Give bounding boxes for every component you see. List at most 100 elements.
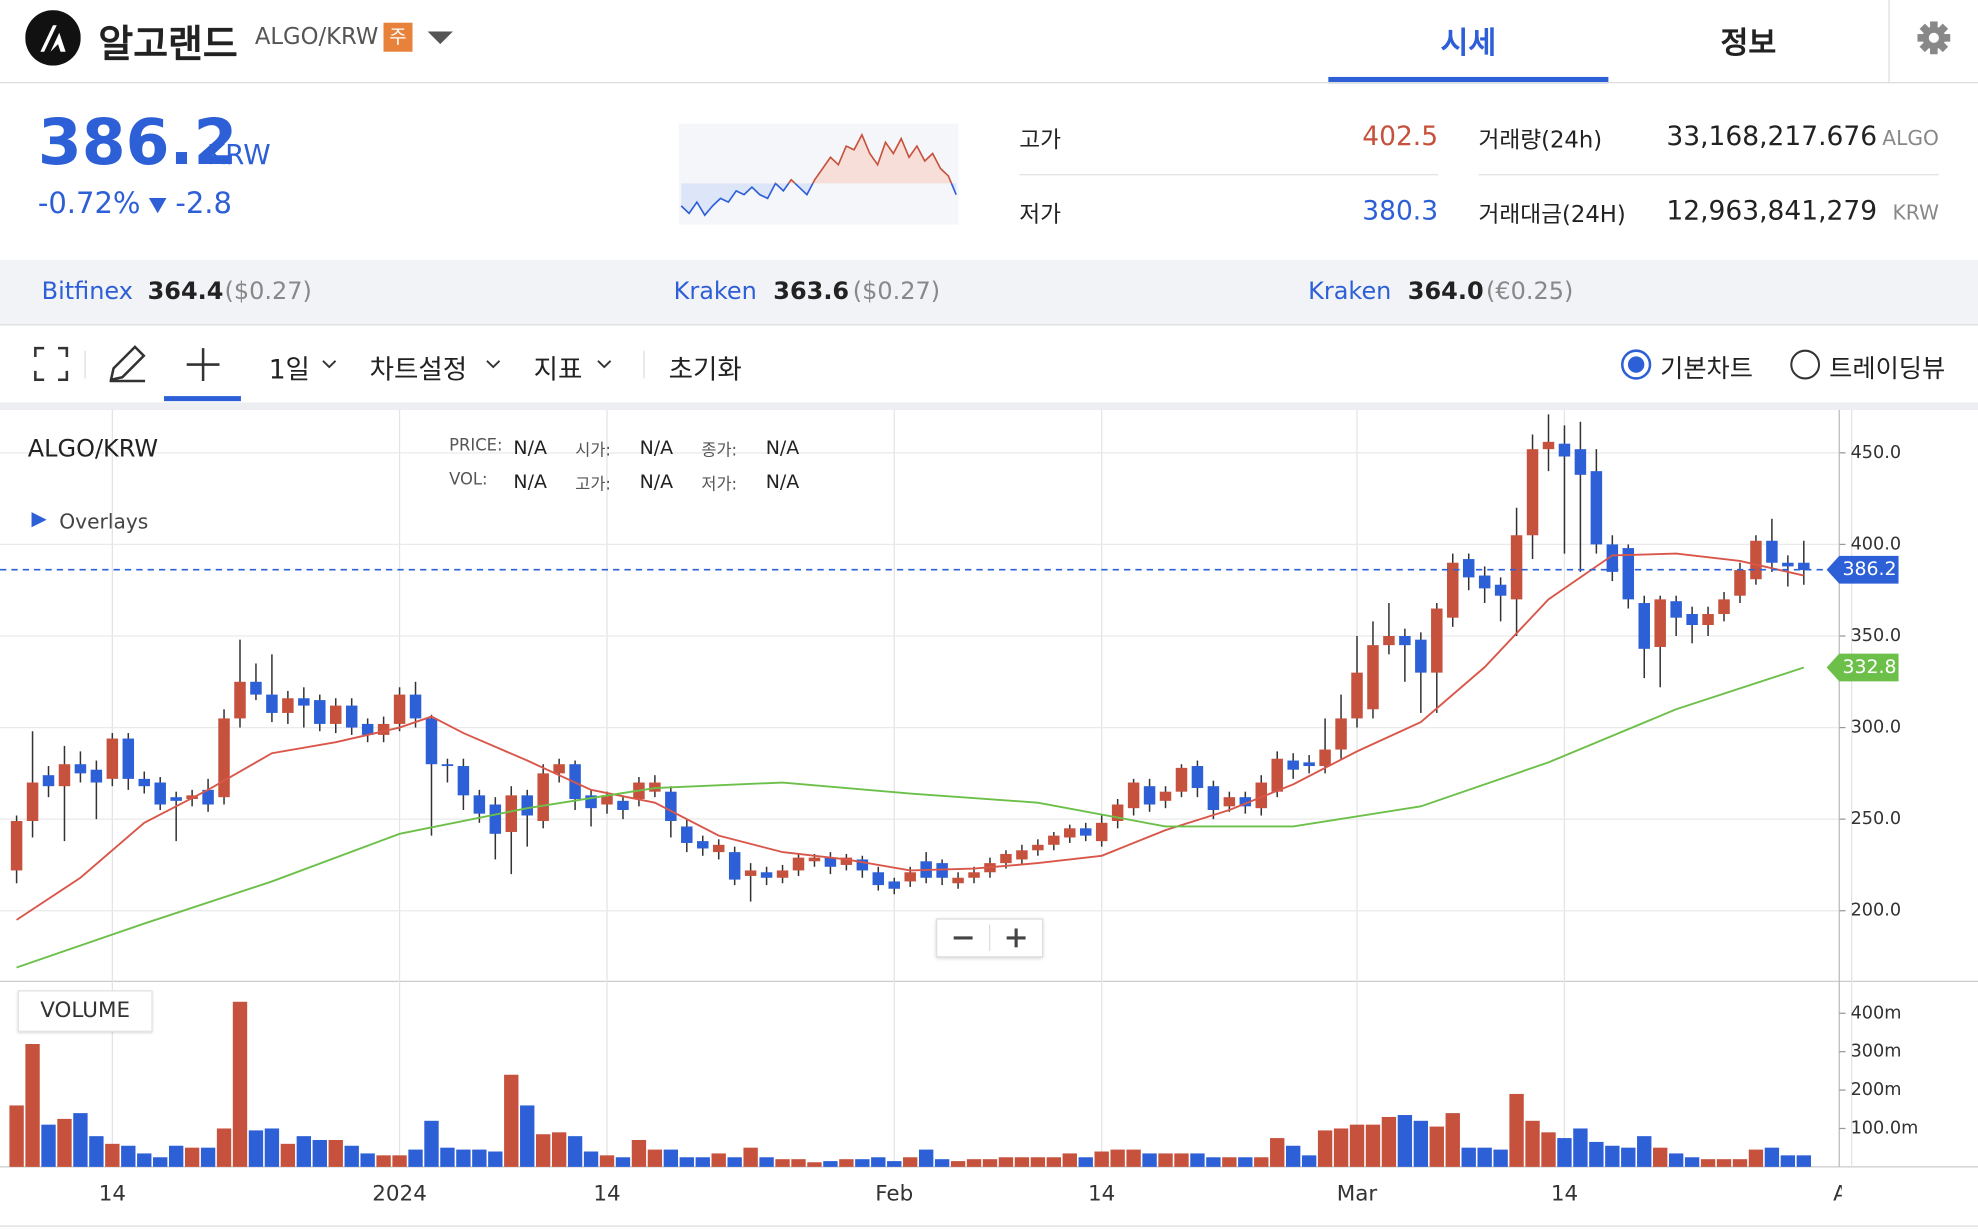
menu[interactable]: 지표 — [533, 354, 583, 385]
candle-body — [409, 694, 422, 719]
volume-bar — [1078, 1157, 1093, 1167]
volume-bar — [488, 1151, 503, 1167]
ma-tag-text: 332.8 — [1842, 656, 1896, 678]
radios — [1621, 349, 1821, 380]
exchange-name[interactable]: Kraken — [673, 277, 757, 306]
candle-body — [345, 705, 358, 728]
volume-bar — [25, 1044, 40, 1167]
candle-body — [1287, 760, 1299, 770]
volume-bar — [1525, 1120, 1540, 1167]
zoom-buttons[interactable] — [937, 920, 1042, 957]
exchange-name[interactable]: Bitfinex — [41, 277, 133, 306]
badge: 주 — [383, 22, 413, 52]
volume-bar — [1397, 1115, 1413, 1167]
candle-body — [377, 723, 390, 735]
candle-body — [489, 804, 502, 834]
interval[interactable]: 1일 — [268, 354, 310, 385]
candle-body — [1494, 584, 1507, 596]
logo — [25, 10, 81, 66]
volume-bar — [408, 1149, 423, 1167]
volume-bar — [823, 1161, 838, 1167]
field-value: N/A — [765, 470, 800, 494]
tab[interactable]: 정보 — [1720, 25, 1777, 61]
exchange-price: 364.4 — [147, 277, 224, 306]
candle-body — [952, 877, 964, 884]
candle-body — [202, 789, 214, 805]
candle-body — [1111, 804, 1124, 821]
exchange-name[interactable]: Kraken — [1308, 277, 1392, 306]
volume-bar — [998, 1157, 1014, 1167]
volume-bar — [1621, 1147, 1636, 1167]
coin-name: 알고랜드 — [98, 22, 238, 67]
menu[interactable]: 차트설정 — [369, 354, 468, 385]
volume-bar — [1317, 1130, 1333, 1167]
volume-bar — [1110, 1149, 1125, 1167]
candle-body — [824, 857, 837, 867]
candle-body — [393, 694, 406, 724]
moving-average — [16, 552, 1805, 921]
y-tick-label: 200.0 — [1851, 901, 1902, 921]
candle-body — [314, 700, 326, 724]
price-tag-text: 386.2 — [1842, 558, 1896, 580]
settings[interactable] — [1916, 20, 1951, 55]
volume-bar — [982, 1159, 998, 1167]
candle-body — [1143, 786, 1156, 805]
divider — [1888, 0, 1890, 84]
candle-body — [1271, 758, 1283, 792]
candle-body — [1798, 562, 1810, 571]
candle-body — [1415, 639, 1427, 673]
volume-bar — [456, 1149, 471, 1167]
candle-body — [1606, 544, 1619, 572]
volume-bar — [200, 1147, 216, 1167]
dropdown[interactable] — [426, 30, 454, 45]
volume-bar — [551, 1132, 567, 1167]
volume-tick-label: 400m — [1851, 1003, 1902, 1023]
candle-body — [74, 764, 87, 774]
volume-bar — [791, 1159, 806, 1167]
volume-bar — [1381, 1116, 1397, 1167]
candle-body — [1319, 749, 1331, 767]
x-tick-label: Feb — [875, 1182, 913, 1207]
x-tick-label: Apr — [1833, 1182, 1870, 1207]
draw-icon[interactable] — [109, 345, 146, 383]
x-tick-label: 14 — [1551, 1182, 1578, 1207]
fullscreen-icon[interactable] — [34, 346, 69, 381]
volume-bar — [647, 1149, 663, 1167]
volume-bar — [536, 1134, 551, 1167]
y-tick-label: 350.0 — [1851, 626, 1902, 646]
overlays[interactable]: Overlays — [59, 509, 149, 534]
reset[interactable]: 초기화 — [668, 354, 742, 385]
candle-body — [1079, 828, 1092, 836]
radio-label[interactable]: 기본차트 — [1660, 353, 1753, 384]
candle-body — [1622, 548, 1635, 600]
volume-bar — [887, 1161, 902, 1167]
volume-bar — [344, 1145, 359, 1167]
crosshair-icon[interactable] — [186, 348, 220, 381]
change-pct: -0.72% — [37, 187, 141, 221]
radio-label[interactable]: 트레이딩뷰 — [1829, 353, 1946, 384]
price: 386.2 — [37, 105, 238, 180]
tab[interactable]: 시세 — [1440, 25, 1497, 61]
divider — [1019, 174, 1439, 176]
candle-body — [601, 795, 613, 805]
stat-unit: ALGO — [1882, 126, 1939, 151]
candle-body — [1016, 850, 1028, 860]
expand-arrow[interactable] — [30, 511, 48, 529]
volume-bar — [137, 1153, 152, 1167]
candle-body — [218, 718, 230, 798]
volume-bar — [296, 1136, 312, 1167]
field-label: 종가: — [701, 441, 738, 461]
volume-bar — [216, 1128, 232, 1167]
candle-body — [665, 791, 677, 821]
toolbar-icons — [34, 345, 645, 402]
volume-tick-label: 300m — [1851, 1042, 1902, 1062]
volume-bar — [1700, 1159, 1716, 1167]
field-label: PRICE: — [449, 436, 503, 456]
volume-bar — [567, 1136, 583, 1167]
field-label: 시가: — [575, 441, 611, 461]
volume-bar — [934, 1159, 950, 1167]
volume-bar — [743, 1147, 758, 1167]
divider — [0, 81, 1978, 84]
volume-bar — [1493, 1149, 1508, 1167]
stat-label: 고가 — [1019, 127, 1062, 154]
